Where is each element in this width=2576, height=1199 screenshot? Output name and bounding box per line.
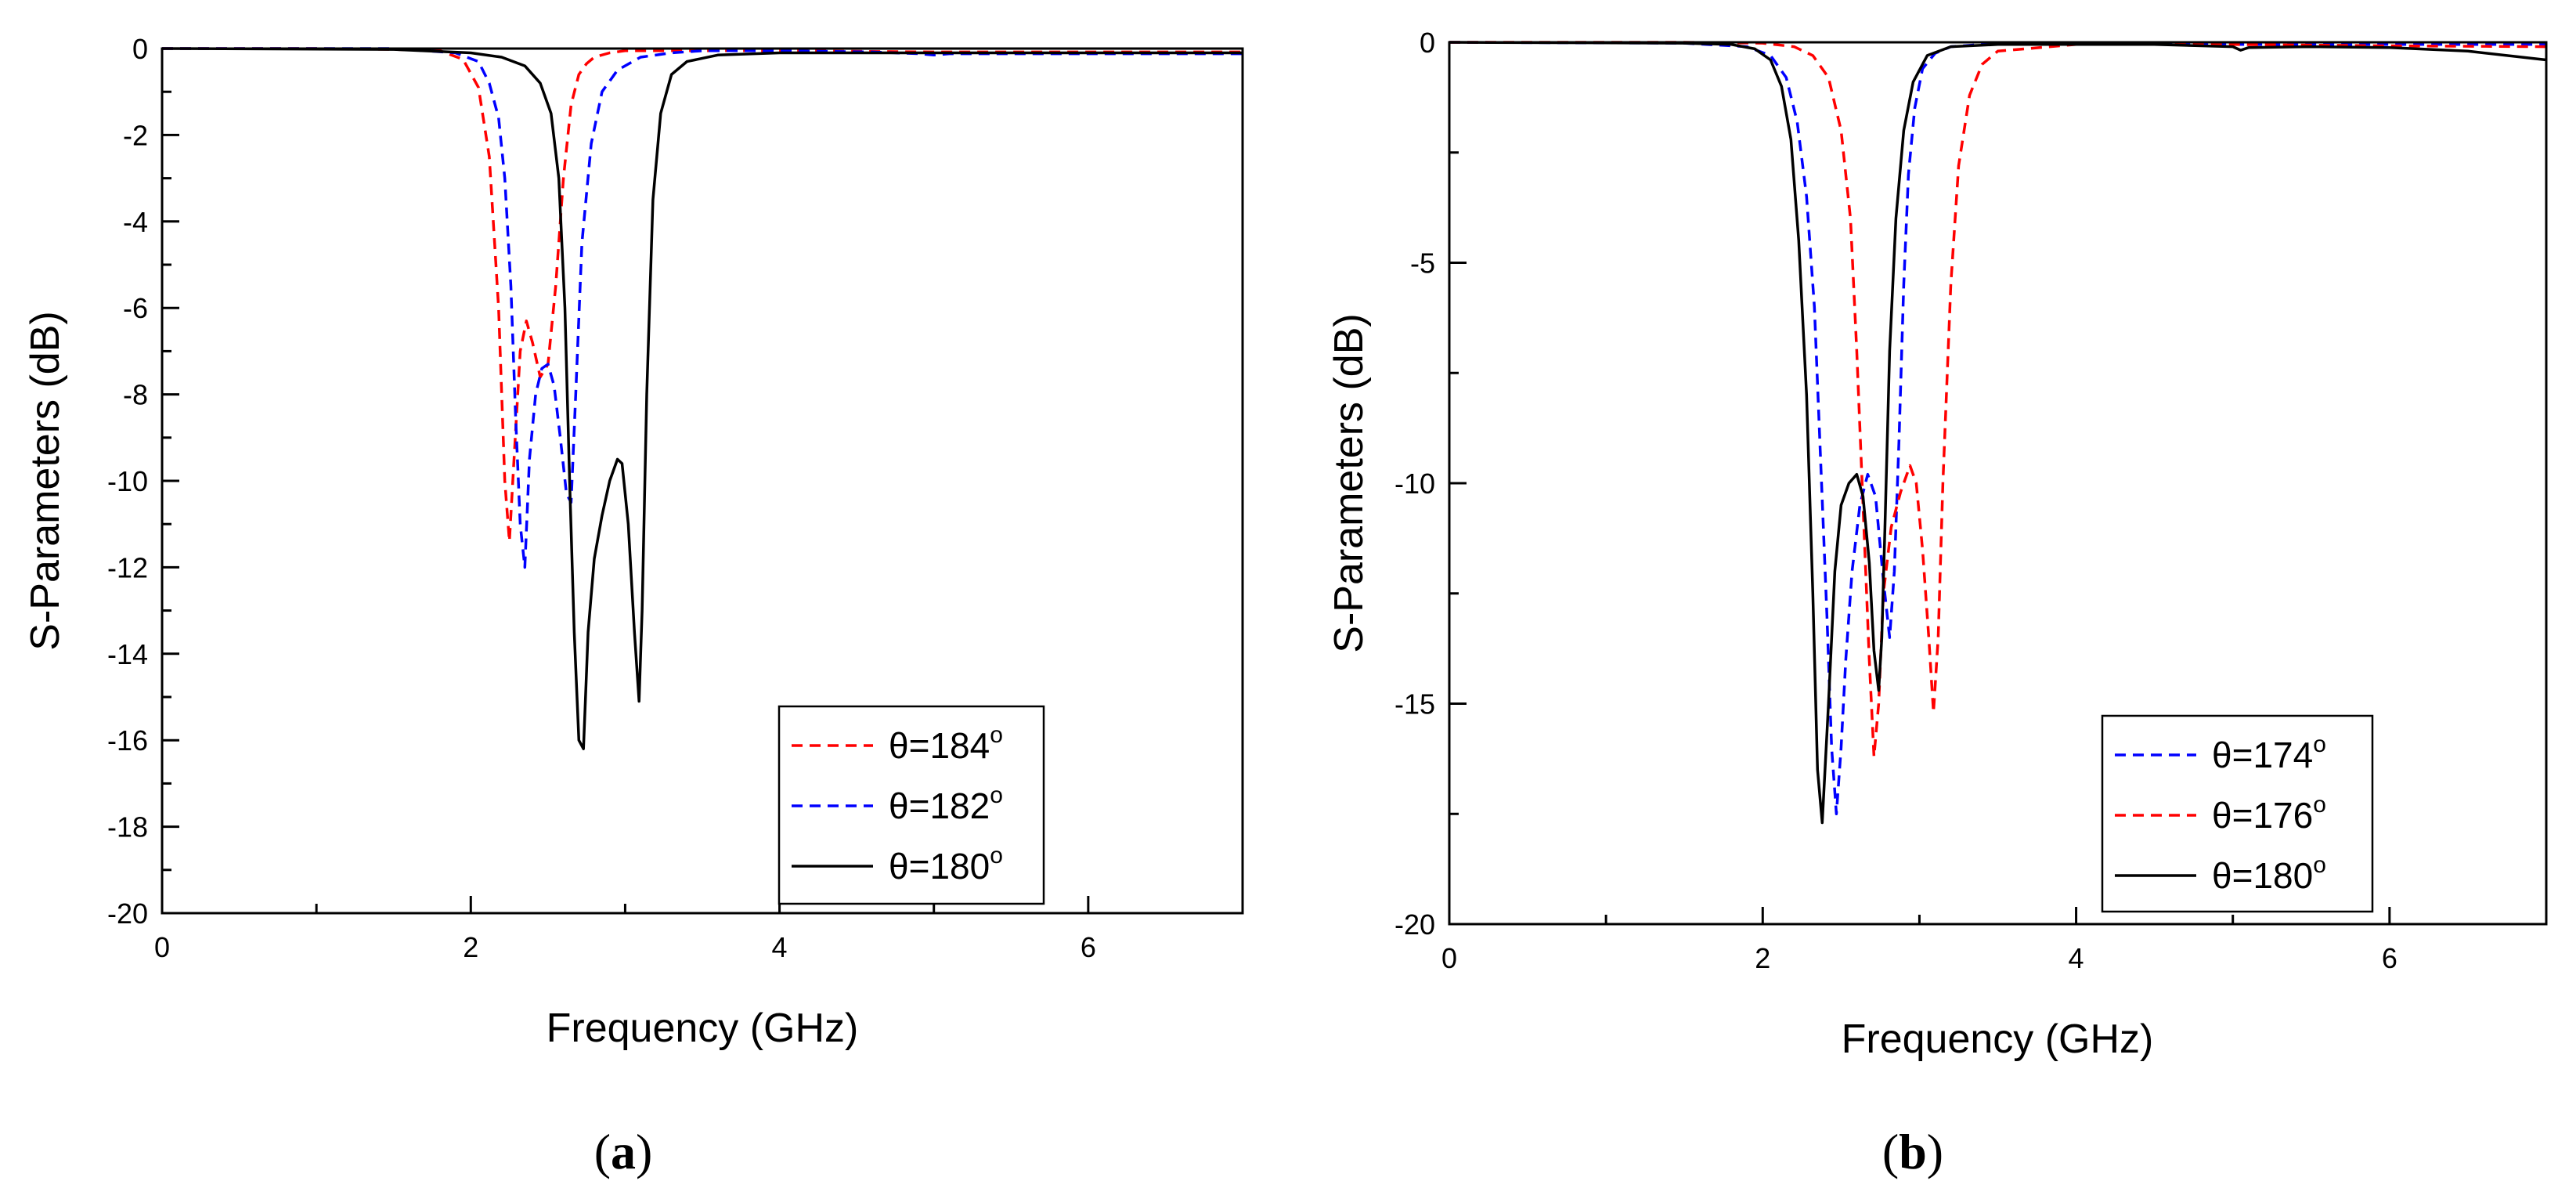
legend-label-degree: o [990,782,1003,808]
legend-label-degree: o [2313,792,2326,818]
y-tick-label: -5 [1410,247,1435,280]
legend-label-theta: θ=184 [889,725,990,766]
panel-b-ticks: 0 2 4 6 0 -5 -10 -15 -20 [1394,27,2548,974]
panel-b-caption-open: ( [1882,1124,1899,1179]
panel-b-caption-close: ) [1927,1124,1943,1179]
panel-b: 0 2 4 6 0 -5 -10 -15 -20 Frequency (GHz) S-Param… [1326,27,2548,1179]
y-tick-label: -10 [107,465,148,497]
legend-label: θ=184o [889,722,1003,766]
x-tick-label: 0 [1441,942,1457,974]
legend-label-theta: θ=176 [2212,795,2313,836]
panel-a-caption-open: ( [594,1124,611,1179]
panel-a-y-axis-label: S-Parameters (dB) [23,311,68,650]
legend-label: θ=180o [889,843,1003,887]
panel-a: 0 2 4 6 0 -2 -4 -6 -8 -10 -12 -14 -16 -18 -20 Frequenc… [23,33,1244,1179]
y-tick-label: -16 [107,724,148,757]
legend-label-degree: o [2313,731,2326,757]
y-tick-label: 0 [1420,27,1435,59]
legend-label-degree: o [990,722,1003,748]
series-line-2 [162,47,1243,569]
y-tick-label: -6 [123,292,148,324]
panel-b-y-axis-label: S-Parameters (dB) [1326,313,1372,652]
x-tick-label: 6 [2382,942,2397,974]
panel-a-caption: (a) [594,1124,653,1179]
panel-b-caption-letter: b [1899,1124,1927,1179]
legend-label: θ=182o [889,782,1003,826]
y-tick-label: -10 [1394,468,1435,500]
legend-label-theta: θ=180 [2212,855,2313,896]
x-tick-label: 2 [463,931,478,963]
x-tick-label: 0 [154,931,170,963]
panel-a-caption-close: ) [636,1124,652,1179]
panel-a-series-group [161,47,1243,750]
panel-a-x-axis-label: Frequency (GHz) [547,1006,859,1051]
y-tick-label: 0 [132,33,148,65]
panel-b-plot-frame [1448,41,2548,926]
x-tick-label: 4 [2069,942,2084,974]
panel-a-ticks: 0 2 4 6 0 -2 -4 -6 -8 -10 -12 -14 -16 -18 -20 [107,33,1244,963]
legend-label: θ=176o [2212,792,2326,836]
series-line-3 [161,47,1243,750]
legend-label-degree: o [990,843,1003,869]
legend-label-theta: θ=182 [889,785,990,826]
series-line-1 [1449,41,2546,816]
y-tick-label: -14 [107,638,148,670]
legend-label: θ=180o [2212,852,2326,896]
panel-b-caption: (b) [1882,1124,1943,1179]
x-tick-label: 4 [772,931,788,963]
y-tick-label: -20 [1394,908,1435,941]
y-tick-label: -12 [107,551,148,583]
legend-box [777,705,1045,905]
y-tick-label: -18 [107,811,148,843]
x-tick-label: 6 [1081,931,1096,963]
legend-label-theta: θ=180 [889,846,990,887]
y-tick-label: -2 [123,119,148,151]
legend-label: θ=174o [2212,731,2326,775]
series-line-3 [1449,41,2547,825]
y-tick-label: -4 [123,206,148,238]
panel-b-series-group [1449,41,2547,825]
y-tick-label: -8 [123,379,148,411]
panel-b-x-axis-label: Frequency (GHz) [1842,1017,2154,1062]
y-tick-label: -15 [1394,688,1435,720]
panel-a-caption-letter: a [611,1124,636,1179]
series-line-2 [1449,41,2547,758]
series-line-1 [162,47,1243,544]
legend-box [2101,714,2374,913]
x-tick-label: 2 [1755,942,1770,974]
legend-label-theta: θ=174 [2212,735,2313,775]
y-tick-label: -20 [107,897,148,930]
panel-a-plot-frame [161,47,1244,915]
legend-label-degree: o [2313,852,2326,878]
